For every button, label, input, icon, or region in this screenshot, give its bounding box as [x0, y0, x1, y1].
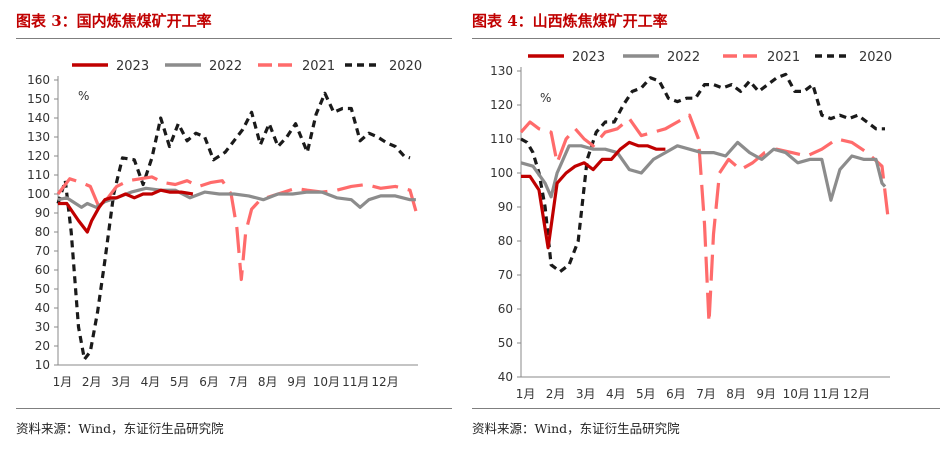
x-tick-label: 12月 — [843, 387, 870, 401]
x-tick-label: 6月 — [199, 375, 219, 389]
x-tick-label: 8月 — [726, 387, 746, 401]
chart-title: 图表 4：山西炼焦煤矿开工率 — [472, 12, 668, 30]
title-rule — [472, 38, 940, 39]
chart-title: 图表 3：国内炼焦煤矿开工率 — [16, 12, 212, 30]
y-tick-label: 70 — [35, 244, 50, 258]
x-tick-label: 3月 — [111, 375, 131, 389]
y-tick-label: 140 — [27, 111, 50, 125]
y-tick-label: 50 — [35, 282, 50, 296]
y-tick-label: 60 — [498, 302, 513, 316]
chart-panel-right: 图表 4：山西炼焦煤矿开工率 40 50 60 70 80 90 100 110 120 130 1… — [470, 0, 947, 456]
legend-label: 2021 — [767, 50, 800, 65]
legend-label: 2022 — [667, 50, 700, 65]
y-tick-label: 100 — [490, 166, 513, 180]
series-line-2020 — [56, 91, 411, 361]
y-tick-label: 60 — [35, 263, 50, 277]
series-line-2021 — [56, 175, 418, 282]
x-tick-label: 5月 — [170, 375, 190, 389]
chart-panel-left: 图表 3：国内炼焦煤矿开工率 10 20 30 40 50 60 70 80 90 100 110 1… — [0, 0, 460, 456]
y-tick-label: 120 — [490, 98, 513, 112]
y-tick-label: 90 — [498, 200, 513, 214]
legend-label: 2023 — [572, 50, 605, 65]
y-tick-label: 30 — [35, 320, 50, 334]
x-tick-label: 11月 — [342, 375, 369, 389]
y-tick-label: 100 — [27, 187, 50, 201]
y-tick-label: 70 — [498, 268, 513, 282]
x-tick-label: 1月 — [516, 387, 536, 401]
x-tick-label: 1月 — [53, 375, 73, 389]
legend-label: 2020 — [859, 50, 892, 65]
source-rule — [16, 408, 452, 409]
x-tick-label: 7月 — [696, 387, 716, 401]
y-tick-label: 80 — [35, 225, 50, 239]
y-tick-label: 80 — [498, 234, 513, 248]
y-tick-label: 130 — [490, 64, 513, 78]
y-tick-label: 90 — [35, 206, 50, 220]
series-line-2021 — [519, 113, 890, 325]
legend-label: 2022 — [209, 59, 242, 74]
legend-label: 2021 — [302, 59, 335, 74]
series-line-2020 — [520, 72, 885, 274]
y-tick-label: 10 — [35, 358, 50, 372]
x-tick-label: 9月 — [287, 375, 307, 389]
x-tick-label: 10月 — [783, 387, 810, 401]
x-tick-label: 8月 — [258, 375, 278, 389]
source-rule — [472, 408, 940, 409]
x-tick-label: 3月 — [576, 387, 596, 401]
x-tick-label: 2月 — [82, 375, 102, 389]
x-tick-label: 6月 — [666, 387, 686, 401]
x-tick-label: 7月 — [229, 375, 249, 389]
chart-svg-shanxi: 40 50 60 70 80 90 100 110 120 130 1月 2月 3月 4月 5月 6月 7月 8月… — [490, 50, 892, 401]
y-tick-label: 110 — [490, 132, 513, 146]
unit-label: % — [540, 91, 551, 105]
y-tick-label: 160 — [27, 73, 50, 87]
legend-label: 2020 — [389, 59, 422, 74]
x-tick-label: 10月 — [313, 375, 340, 389]
x-tick-label: 5月 — [636, 387, 656, 401]
title-rule — [16, 38, 452, 39]
source-note: 资料来源：Wind，东证衍生品研究院 — [16, 421, 224, 436]
unit-label: % — [78, 89, 89, 103]
x-tick-label: 2月 — [546, 387, 566, 401]
x-tick-label: 9月 — [756, 387, 776, 401]
chart-svg-domestic: 10 20 30 40 50 60 70 80 90 100 110 120 130 140 150 160 1… — [27, 59, 422, 389]
series-line-2023 — [521, 140, 666, 250]
y-tick-label: 110 — [27, 168, 50, 182]
x-tick-label: 11月 — [813, 387, 840, 401]
legend-label: 2023 — [116, 59, 149, 74]
source-note: 资料来源：Wind，东证衍生品研究院 — [472, 421, 680, 436]
series-line-2022 — [520, 140, 887, 202]
x-tick-label: 4月 — [141, 375, 161, 389]
x-tick-label: 4月 — [606, 387, 626, 401]
x-tick-label: 12月 — [371, 375, 398, 389]
y-tick-label: 40 — [498, 370, 513, 384]
y-tick-label: 130 — [27, 130, 50, 144]
series-line-2022 — [57, 186, 416, 209]
series-line-2023 — [58, 188, 194, 234]
y-tick-label: 50 — [498, 336, 513, 350]
y-tick-label: 150 — [27, 92, 50, 106]
y-tick-label: 120 — [27, 149, 50, 163]
y-tick-label: 40 — [35, 301, 50, 315]
y-tick-label: 20 — [35, 339, 50, 353]
